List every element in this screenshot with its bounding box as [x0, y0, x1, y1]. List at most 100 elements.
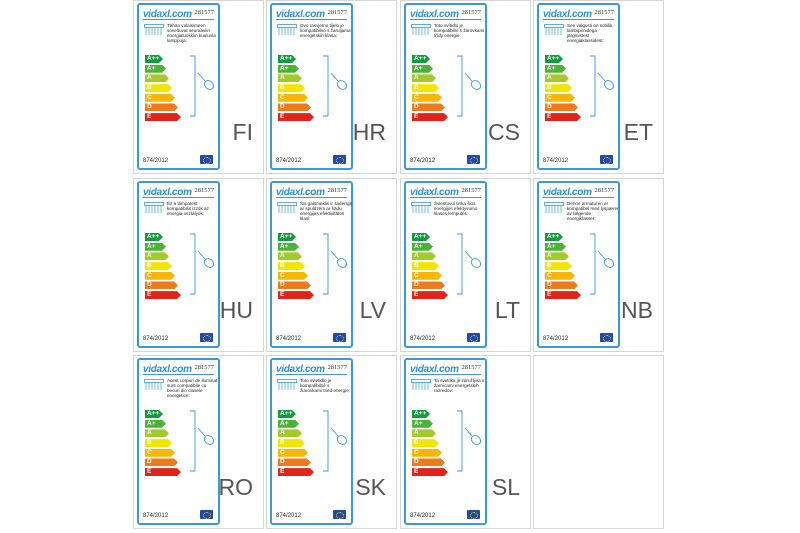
chandelier-icon [544, 202, 564, 216]
sku-number: 281577 [461, 187, 482, 194]
energy-label-card: vidaxl.com 281577 Ez a lámpatest kompatibi… [137, 181, 220, 348]
energy-class-label: E [547, 113, 552, 121]
energy-class-label: D [547, 103, 552, 111]
energy-class-label: B [414, 84, 419, 92]
language-code: LT [494, 297, 520, 323]
energy-class-row: C [278, 93, 318, 102]
energy-class-bar [278, 439, 305, 447]
brand-name: vida [410, 364, 429, 375]
energy-class-bar [545, 103, 578, 111]
energy-class-row: D [545, 281, 585, 289]
energy-class-row: A++ [412, 233, 452, 241]
energy-class-row: A+ [412, 419, 452, 428]
energy-class-label: A [547, 74, 552, 82]
energy-class-label: B [547, 262, 552, 270]
brand-name: vida [410, 187, 429, 198]
energy-class-bar [412, 468, 448, 476]
energy-label-card: vidaxl.com 281577 Acest corpuri de ilumina… [137, 358, 220, 525]
energy-class-row: A [145, 429, 185, 437]
energy-class-row: E [545, 113, 585, 121]
energy-class-row: E [545, 291, 585, 299]
energy-class-label: A++ [280, 233, 293, 240]
energy-class-bar [278, 429, 302, 437]
class-range-bracket-icon [589, 233, 599, 295]
sku-number: 281577 [194, 364, 215, 371]
energy-class-bar [145, 420, 166, 428]
energy-class-row: D [278, 281, 318, 289]
energy-class-bar [145, 262, 172, 270]
energy-class-row: D [412, 281, 452, 289]
energy-class-bar [145, 55, 163, 63]
energy-class-bar [145, 272, 175, 280]
eu-flag-icon [600, 155, 613, 164]
eu-flag-icon [467, 510, 480, 519]
divider [143, 19, 214, 20]
brand-logo: vidaxl.com [143, 187, 192, 198]
regulation-number: 874/2012 [543, 336, 569, 342]
regulation-number: 874/2012 [410, 158, 436, 164]
divider [276, 374, 347, 375]
sku-number: 281577 [327, 9, 348, 16]
language-code: RO [218, 474, 254, 500]
regulation-number: 874/2012 [143, 158, 169, 164]
energy-class-row: D [145, 458, 185, 466]
energy-class-bar [545, 252, 569, 260]
brand-name: vida [143, 364, 162, 375]
energy-label-cell: vidaxl.com 281577 Denne armaturen er kompa… [533, 178, 664, 352]
class-range-bracket-icon [456, 410, 466, 472]
class-range-bracket-icon [189, 233, 199, 295]
energy-class-bar [545, 281, 578, 289]
bulb-icon [330, 426, 348, 448]
energy-class-scale: A++ A+ A B C D E [145, 410, 185, 478]
energy-class-label: E [147, 113, 152, 121]
energy-class-label: B [147, 84, 152, 92]
brand-domain: .com [302, 187, 325, 198]
brand-suffix: xl [294, 9, 303, 20]
sku-number: 281577 [461, 364, 482, 371]
eu-flag-icon [467, 155, 480, 164]
energy-class-row: B [145, 84, 185, 92]
energy-class-row: C [545, 93, 585, 102]
energy-label-card: vidaxl.com 281577 Tähän valaisimeen sovelt… [137, 3, 220, 170]
energy-class-row: E [278, 468, 318, 476]
energy-class-bar [545, 55, 563, 63]
compatibility-text: Šviestuvui tinka šios energijos efektyvu… [434, 201, 478, 217]
language-code: SK [355, 474, 386, 500]
energy-class-label: D [414, 103, 419, 111]
energy-label-card: vidaxl.com 281577 See valgusti on sobilik … [537, 3, 620, 170]
energy-class-bar [145, 84, 172, 92]
energy-class-label: D [280, 281, 285, 289]
energy-class-label: E [147, 468, 152, 476]
divider [276, 19, 347, 20]
energy-class-bar [278, 262, 305, 270]
energy-class-bar [278, 468, 314, 476]
brand-logo: vidaxl.com [410, 9, 459, 20]
bulb-icon [464, 249, 482, 271]
energy-class-bar [412, 103, 445, 111]
energy-class-bar [412, 420, 433, 428]
energy-class-label: A++ [147, 233, 160, 240]
chandelier-icon [144, 379, 164, 393]
energy-class-row: D [545, 103, 585, 111]
energy-class-bar [278, 103, 311, 111]
sku-number: 281577 [327, 364, 348, 371]
chandelier-icon [144, 24, 164, 38]
class-range-bracket-icon [322, 410, 332, 472]
regulation-number: 874/2012 [276, 336, 302, 342]
energy-class-row: A+ [412, 242, 452, 251]
energy-class-scale: A++ A+ A B C D E [278, 410, 318, 478]
energy-class-bar [278, 243, 299, 251]
energy-class-label: B [147, 262, 152, 270]
energy-class-row: A++ [145, 410, 185, 418]
energy-class-label: B [414, 439, 419, 447]
energy-label-card: vidaxl.com 281577 Ta svetilka je združljiv… [404, 358, 487, 525]
energy-class-label: A+ [414, 64, 423, 72]
bulb-icon [330, 249, 348, 271]
energy-class-row: A [545, 252, 585, 260]
brand-logo: vidaxl.com [410, 187, 459, 198]
empty-cell [533, 355, 664, 529]
brand-logo: vidaxl.com [410, 364, 459, 375]
energy-class-bar [278, 94, 308, 102]
energy-class-bar [412, 458, 445, 466]
brand-suffix: xl [428, 364, 437, 375]
